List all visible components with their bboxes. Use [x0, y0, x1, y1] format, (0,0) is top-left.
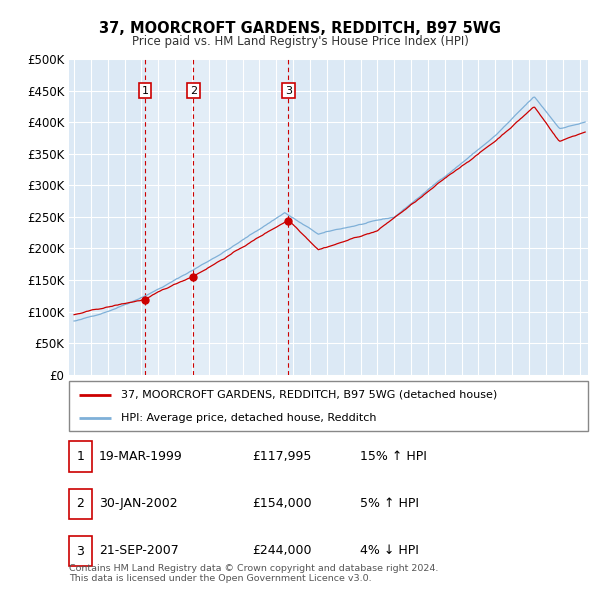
Text: 1: 1 — [76, 450, 85, 463]
Text: 1: 1 — [142, 86, 148, 96]
Text: 19-MAR-1999: 19-MAR-1999 — [99, 450, 183, 463]
Text: £244,000: £244,000 — [252, 544, 311, 557]
Text: 15% ↑ HPI: 15% ↑ HPI — [360, 450, 427, 463]
Text: £117,995: £117,995 — [252, 450, 311, 463]
Bar — [145, 59, 193, 375]
Text: 37, MOORCROFT GARDENS, REDDITCH, B97 5WG: 37, MOORCROFT GARDENS, REDDITCH, B97 5WG — [99, 21, 501, 35]
Text: 2: 2 — [76, 497, 85, 510]
Text: 4% ↓ HPI: 4% ↓ HPI — [360, 544, 419, 557]
Bar — [193, 59, 289, 375]
Text: 5% ↑ HPI: 5% ↑ HPI — [360, 497, 419, 510]
Text: HPI: Average price, detached house, Redditch: HPI: Average price, detached house, Redd… — [121, 413, 376, 423]
Text: 2: 2 — [190, 86, 197, 96]
Text: 37, MOORCROFT GARDENS, REDDITCH, B97 5WG (detached house): 37, MOORCROFT GARDENS, REDDITCH, B97 5WG… — [121, 389, 497, 399]
Text: 3: 3 — [76, 545, 85, 558]
Text: 3: 3 — [285, 86, 292, 96]
Text: £154,000: £154,000 — [252, 497, 311, 510]
Text: 21-SEP-2007: 21-SEP-2007 — [99, 544, 179, 557]
Text: 30-JAN-2002: 30-JAN-2002 — [99, 497, 178, 510]
Text: Price paid vs. HM Land Registry's House Price Index (HPI): Price paid vs. HM Land Registry's House … — [131, 35, 469, 48]
FancyBboxPatch shape — [69, 381, 588, 431]
Text: Contains HM Land Registry data © Crown copyright and database right 2024.
This d: Contains HM Land Registry data © Crown c… — [69, 563, 439, 583]
